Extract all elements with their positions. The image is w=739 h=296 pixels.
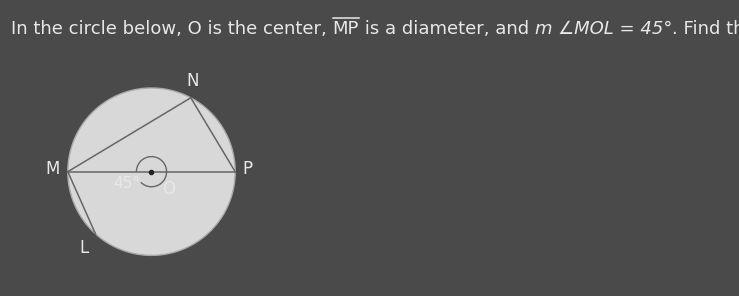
Text: L: L [80, 239, 89, 257]
Text: In the circle below, O is the center,: In the circle below, O is the center, [11, 20, 333, 38]
Text: ∠MOL = 45°: ∠MOL = 45° [558, 20, 672, 38]
Text: 45°: 45° [113, 176, 140, 191]
Text: N: N [186, 72, 199, 90]
Text: . Find the measure of: . Find the measure of [672, 20, 739, 38]
Text: m: m [535, 20, 558, 38]
Text: P: P [242, 160, 252, 178]
Text: O: O [163, 180, 175, 198]
Text: MP: MP [333, 20, 359, 38]
Polygon shape [68, 88, 235, 255]
Text: is a diameter, and: is a diameter, and [359, 20, 535, 38]
Text: M: M [45, 160, 59, 178]
